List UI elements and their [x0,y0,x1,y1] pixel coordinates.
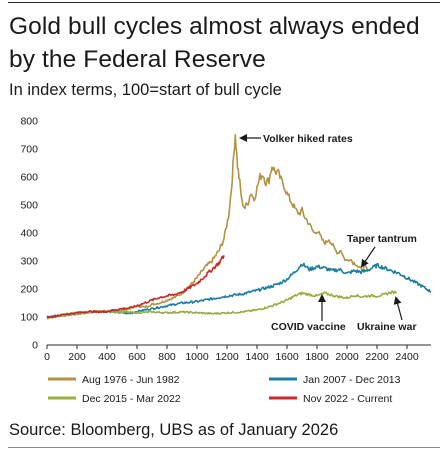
source-note: Source: Bloomberg, UBS as of January 202… [9,421,339,439]
series-line-1 [46,134,369,319]
y-tick-label: 600 [20,172,38,184]
legend-label: Dec 2015 - Mar 2022 [82,393,181,405]
chart-title-line2: by the Federal Reserve [9,46,266,73]
chart-title-line1: Gold bull cycles almost always ended [9,13,420,40]
series-line-3 [46,290,398,320]
y-tick-label: 700 [20,144,38,156]
x-tick-label: 1000 [185,351,209,363]
annotation-arrow [360,246,376,268]
annotation-label: Ukraine war [357,321,417,333]
x-tick-label: 800 [158,351,176,363]
y-tick-label: 500 [20,200,38,212]
x-tick-label: 1200 [215,351,239,363]
x-tick-label: 2200 [365,351,389,363]
x-tick-label: 600 [128,351,146,363]
y-tick-label: 800 [20,116,38,128]
x-tick-label: 400 [98,351,116,363]
y-tick-label: 400 [20,228,38,240]
x-tick-label: 200 [68,351,86,363]
legend-label: Aug 1976 - Jun 1982 [82,374,180,386]
legend-label: Jan 2007 - Dec 2013 [303,374,401,386]
y-tick-label: 0 [32,340,38,352]
x-tick-label: 1600 [275,351,299,363]
legend-label: Nov 2022 - Current [303,393,392,405]
series-line-4 [46,255,225,319]
annotation-arrow [393,296,403,321]
x-tick-label: 2400 [395,351,419,363]
y-tick-label: 300 [20,256,38,268]
y-tick-label: 100 [20,312,38,324]
series-line-2 [46,262,432,319]
x-tick-label: 0 [44,351,50,363]
top-rule [8,2,440,3]
annotation-label: Volker hiked rates [263,133,353,145]
y-tick-label: 200 [20,284,38,296]
annotation-label: COVID vaccine [271,321,346,333]
x-tick-label: 1400 [245,351,269,363]
bottom-rule [8,447,440,448]
annotation-label: Taper tantrum [347,233,417,245]
chart-subtitle: In index terms, 100=start of bull cycle [9,81,282,99]
x-tick-label: 2000 [335,351,359,363]
x-tick-label: 1800 [305,351,329,363]
